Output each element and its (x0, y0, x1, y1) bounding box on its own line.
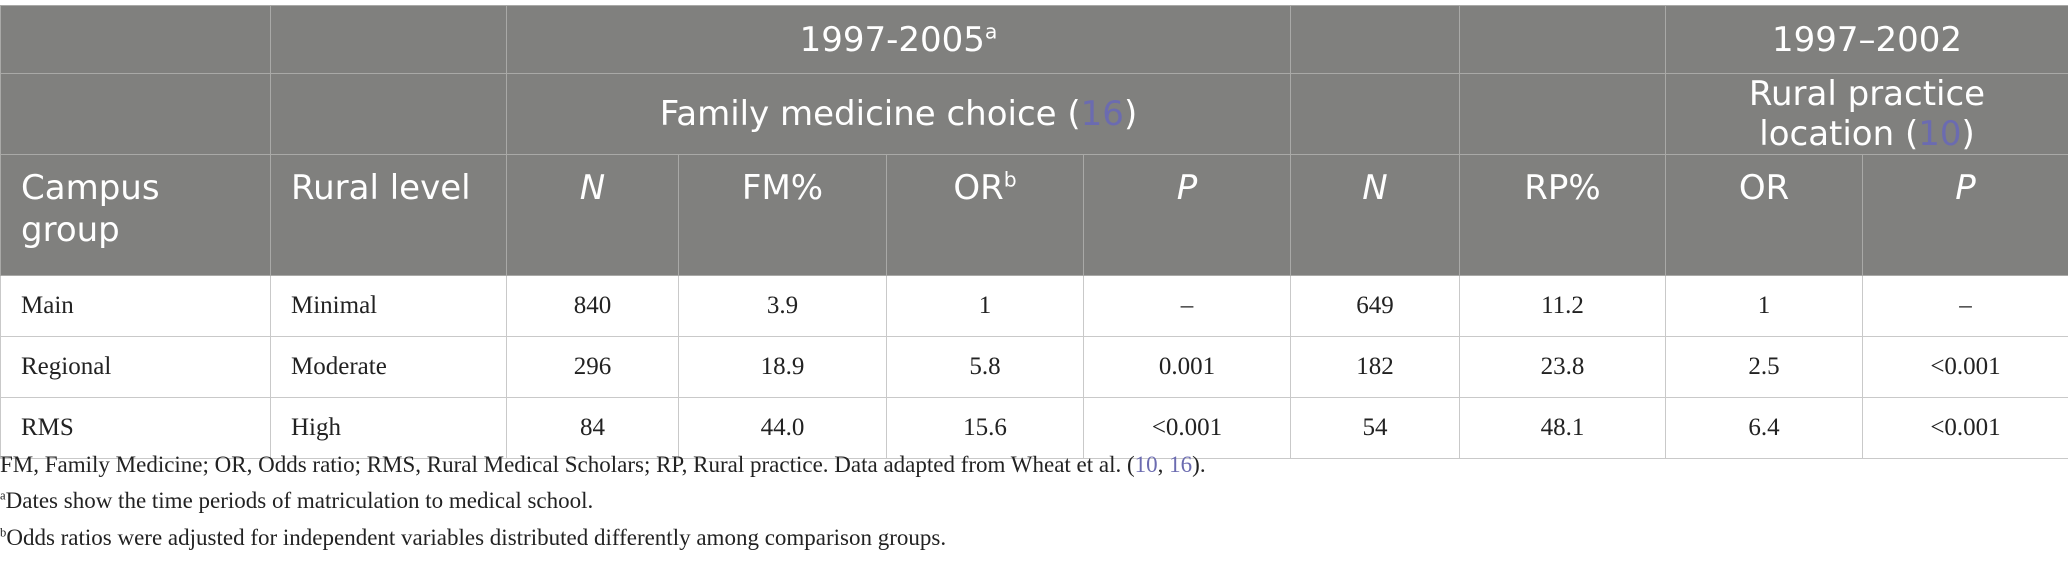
empty-cell (1459, 73, 1667, 155)
table-cell: 84 (506, 397, 679, 459)
table-cell: RMS (0, 397, 271, 459)
outcome: Rural practice location ( (1748, 74, 1986, 154)
table-cell: 0.001 (1082, 336, 1292, 398)
table-cell: 15.6 (886, 397, 1084, 459)
reference[interactable]: 10 (1134, 452, 1158, 477)
column-label: Rural level (291, 168, 471, 208)
footnote: FM, Family Medicine; OR, Odds ratio; RMS… (0, 452, 1206, 478)
table-cell: – (1082, 275, 1292, 337)
table-cell: 6.4 (1665, 397, 1864, 459)
table-cell: 1 (886, 275, 1084, 337)
table-cell: <0.001 (1862, 336, 2068, 398)
table-row: Regional Moderate 296 18.9 5.8 0.001 182 23.8 2.… (0, 336, 2068, 398)
table-cell: – (1862, 275, 2068, 337)
footnote-text: Dates show the time periods of matricula… (5, 488, 594, 513)
table-cell: 649 (1290, 275, 1461, 337)
table-cell: 44.0 (678, 397, 887, 459)
empty-cell (1459, 5, 1667, 74)
empty-cell (1290, 5, 1461, 74)
empty-cell (270, 73, 507, 155)
empty-cell (270, 5, 507, 74)
table-cell: 5.8 (886, 336, 1084, 398)
note-mark: b (1003, 167, 1017, 192)
table-cell: <0.001 (1082, 397, 1292, 459)
column-label: P (1955, 168, 1976, 208)
footnote-text: ). (1192, 452, 1206, 477)
table-cell: 2.5 (1665, 336, 1864, 398)
footnote-text: FM, Family Medicine; OR, Odds ratio; RMS… (0, 452, 1135, 477)
outcome: Family medicine choice ( (659, 94, 1081, 134)
table-cell: 54 (1290, 397, 1461, 459)
column-header: N (1290, 154, 1461, 276)
period: 1997-2005 (799, 19, 985, 60)
table-cell: 48.1 (1459, 397, 1667, 459)
column-label: Campus group (21, 168, 160, 250)
empty-cell (1290, 73, 1461, 155)
table-cell: 182 (1290, 336, 1461, 398)
bracket: ) (1961, 114, 1975, 154)
table-cell: <0.001 (1862, 397, 2068, 459)
table-row: Main Minimal 840 3.9 1–649 11.2 1– (0, 275, 2068, 337)
empty-cell (0, 73, 271, 155)
footnote-text: Odds ratios were adjusted for independen… (6, 525, 947, 550)
footnote: aDates show the time periods of matricul… (0, 488, 593, 514)
outcome-header: Rural practice location (10) (1665, 73, 2068, 155)
note-mark: b (0, 525, 7, 540)
column-header: P (1862, 154, 2068, 276)
reference[interactable]: 16 (1080, 94, 1124, 134)
separator: , (1157, 452, 1170, 477)
column-header: Rural level (270, 154, 507, 276)
column-label: RP% (1524, 168, 1601, 208)
column-header: N (506, 154, 679, 276)
table-cell: Main (0, 275, 271, 337)
table-cell: Moderate (270, 336, 507, 398)
column-header: ORb (886, 154, 1084, 276)
column-label: N (1362, 168, 1388, 208)
table-cell: High (270, 397, 507, 459)
note-mark: a (984, 19, 998, 44)
footnote: bOdds ratios were adjusted for independe… (0, 525, 946, 551)
column-label: N (579, 168, 606, 208)
column-header: P (1082, 154, 1292, 276)
column-header: RP% (1459, 154, 1667, 276)
empty-cell (0, 5, 271, 74)
table-cell: 1 (1665, 275, 1864, 337)
table-cell: 840 (506, 275, 679, 337)
table-cell: 18.9 (678, 336, 887, 398)
column-header: OR (1665, 154, 1864, 276)
data-table: 1997-2005a 1997–2002 Family medicine cho… (0, 5, 2068, 459)
table-cell: 296 (506, 336, 679, 398)
column-label: FM% (741, 168, 824, 208)
column-header: Campus group (0, 154, 271, 276)
outcome-header: Family medicine choice (16) (505, 73, 1292, 155)
table-cell: 23.8 (1459, 336, 1667, 398)
column-header: FM% (678, 154, 887, 276)
table-cell: Minimal (270, 275, 507, 337)
note-mark: a (0, 488, 6, 503)
table-cell: 11.2 (1459, 275, 1667, 337)
period-header: 1997-2005a (505, 5, 1292, 74)
column-label: OR (953, 168, 1004, 208)
table-cell: Regional (0, 336, 271, 398)
table-row: RMS High 84 44.0 15.6 <0.001 54 48.1 6.4 <0.001 (0, 397, 2068, 459)
column-label: P (1176, 168, 1198, 208)
period-header: 1997–2002 (1665, 5, 2068, 74)
column-label: OR (1738, 168, 1790, 208)
reference[interactable]: 16 (1169, 452, 1193, 477)
reference[interactable]: 10 (1918, 114, 1962, 154)
table-cell: 3.9 (678, 275, 887, 337)
bracket: ) (1123, 94, 1138, 134)
